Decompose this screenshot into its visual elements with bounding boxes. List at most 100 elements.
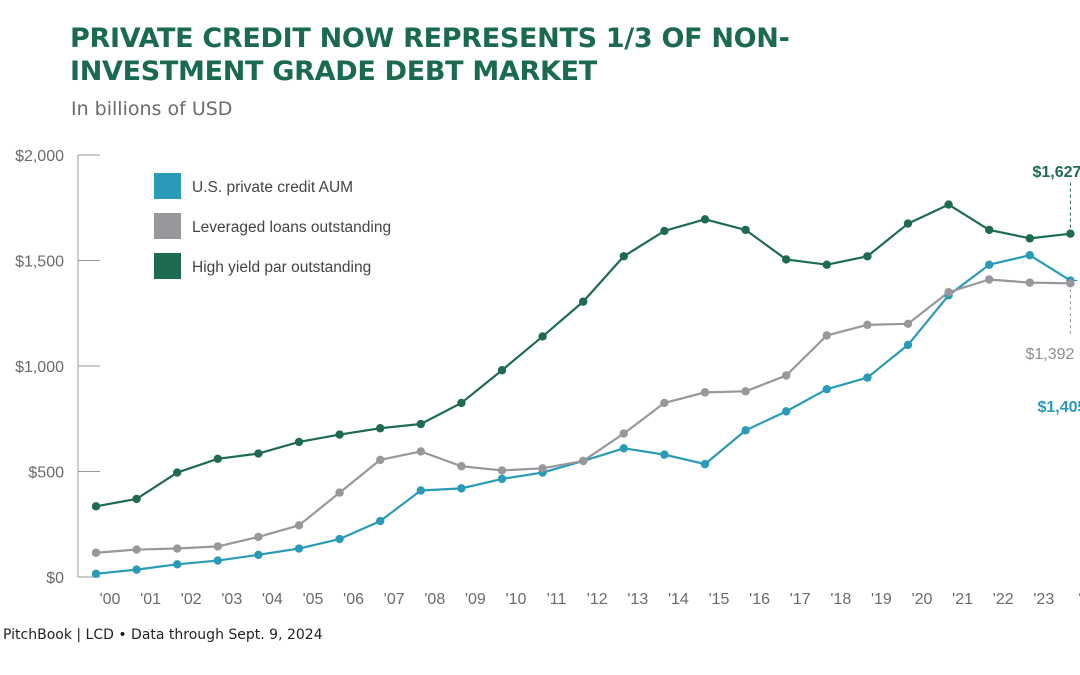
legend-label: Leveraged loans outstanding <box>192 219 391 236</box>
data-point-u-s-private-credit-aum <box>985 260 994 269</box>
data-point-leveraged-loans-outstanding <box>619 429 628 438</box>
data-point-leveraged-loans-outstanding <box>822 331 831 340</box>
data-point-high-yield-par-outstanding <box>376 424 385 433</box>
x-tick-label: '09 <box>465 591 486 608</box>
chart-data-points <box>91 200 1075 579</box>
x-tick-label: '10 <box>506 591 527 608</box>
data-point-u-s-private-credit-aum <box>660 450 669 459</box>
x-tick-label: '21 <box>952 591 973 608</box>
x-tick-label: '07 <box>384 591 405 608</box>
data-point-high-yield-par-outstanding <box>91 502 101 511</box>
data-point-leveraged-loans-outstanding <box>335 488 344 497</box>
data-point-high-yield-par-outstanding <box>294 437 304 447</box>
data-point-leveraged-loans-outstanding <box>944 287 953 297</box>
data-point-high-yield-par-outstanding <box>497 366 507 375</box>
data-point-leveraged-loans-outstanding <box>376 455 385 465</box>
data-point-leveraged-loans-outstanding <box>863 320 872 330</box>
x-tick-label: '2 <box>1078 591 1080 608</box>
data-point-leveraged-loans-outstanding <box>457 462 466 471</box>
data-point-leveraged-loans-outstanding <box>213 542 222 551</box>
x-tick-label: '02 <box>181 591 202 608</box>
x-tick-label: '17 <box>790 591 811 608</box>
data-point-leveraged-loans-outstanding <box>1066 279 1075 288</box>
data-point-high-yield-par-outstanding <box>538 332 547 341</box>
data-point-leveraged-loans-outstanding <box>579 456 588 466</box>
data-point-u-s-private-credit-aum <box>254 550 263 560</box>
data-point-u-s-private-credit-aum <box>619 444 628 453</box>
chart-subtitle: In billions of USD <box>71 98 233 120</box>
data-point-leveraged-loans-outstanding <box>416 447 425 456</box>
x-tick-label: '04 <box>262 591 283 608</box>
data-point-u-s-private-credit-aum <box>91 569 101 579</box>
data-point-high-yield-par-outstanding <box>173 468 182 477</box>
legend-swatch <box>154 253 181 279</box>
data-point-leveraged-loans-outstanding <box>538 464 547 473</box>
y-tick-label: $2,000 <box>15 148 64 165</box>
data-point-leveraged-loans-outstanding <box>985 275 994 284</box>
data-point-u-s-private-credit-aum <box>457 484 466 493</box>
x-tick-label: '00 <box>100 591 121 608</box>
data-point-high-yield-par-outstanding <box>213 454 222 464</box>
data-point-high-yield-par-outstanding <box>822 260 831 269</box>
data-point-u-s-private-credit-aum <box>863 373 872 382</box>
data-point-high-yield-par-outstanding <box>700 215 710 224</box>
data-point-u-s-private-credit-aum <box>1025 251 1035 260</box>
legend-swatch <box>154 213 181 239</box>
data-point-u-s-private-credit-aum <box>173 560 182 569</box>
data-point-u-s-private-credit-aum <box>416 486 425 495</box>
data-point-high-yield-par-outstanding <box>579 297 588 306</box>
legend-label: U.S. private credit AUM <box>192 179 353 196</box>
data-point-leveraged-loans-outstanding <box>1025 278 1035 287</box>
series-line-leveraged-loans-outstanding <box>95 278 1071 554</box>
data-point-leveraged-loans-outstanding <box>254 532 263 542</box>
end-label-high-yield: $1,627 <box>1032 164 1080 181</box>
x-tick-label: '08 <box>424 591 445 608</box>
data-point-leveraged-loans-outstanding <box>132 545 141 554</box>
y-tick-label: $1,500 <box>15 254 64 271</box>
data-point-u-s-private-credit-aum <box>132 565 141 574</box>
y-tick-label: $1,000 <box>15 359 64 376</box>
data-point-u-s-private-credit-aum <box>376 516 385 526</box>
data-point-leveraged-loans-outstanding <box>782 371 791 380</box>
data-point-high-yield-par-outstanding <box>132 494 141 504</box>
data-point-u-s-private-credit-aum <box>822 385 831 394</box>
x-tick-label: '20 <box>912 591 933 608</box>
data-point-high-yield-par-outstanding <box>457 398 466 408</box>
data-point-u-s-private-credit-aum <box>497 474 507 484</box>
x-tick-label: '19 <box>871 591 892 608</box>
data-point-high-yield-par-outstanding <box>944 200 953 209</box>
data-point-high-yield-par-outstanding <box>741 225 750 235</box>
data-point-high-yield-par-outstanding <box>782 255 791 264</box>
data-point-u-s-private-credit-aum <box>903 340 913 350</box>
x-tick-label: '23 <box>1033 591 1054 608</box>
data-point-high-yield-par-outstanding <box>254 449 263 458</box>
data-point-u-s-private-credit-aum <box>294 544 304 553</box>
x-tick-label: '01 <box>140 591 161 608</box>
chart-axes: $0 $500 $1,000 $1,500 $2,000 '00 '01 '02 '03 '04 '… <box>15 148 1080 608</box>
data-point-leveraged-loans-outstanding <box>497 466 507 475</box>
data-point-u-s-private-credit-aum <box>782 407 791 416</box>
x-tick-label: '13 <box>627 591 648 608</box>
x-tick-label: '06 <box>343 591 364 608</box>
data-point-leveraged-loans-outstanding <box>903 319 913 328</box>
end-label-private-credit: $1,405 <box>1037 399 1080 416</box>
data-point-leveraged-loans-outstanding <box>294 521 304 530</box>
data-point-u-s-private-credit-aum <box>741 426 750 435</box>
data-point-high-yield-par-outstanding <box>903 219 913 228</box>
x-tick-label: '22 <box>993 591 1014 608</box>
end-label-leveraged-loans: $1,392 <box>1025 346 1074 363</box>
data-point-leveraged-loans-outstanding <box>660 398 669 408</box>
data-point-high-yield-par-outstanding <box>863 252 872 261</box>
y-tick-label: $500 <box>28 465 64 482</box>
x-tick-label: '15 <box>709 591 730 608</box>
legend-swatch <box>154 173 181 199</box>
chart-legend: U.S. private credit AUM Leveraged loans o… <box>154 173 391 279</box>
data-point-leveraged-loans-outstanding <box>91 548 101 557</box>
y-tick-label: $0 <box>46 570 64 587</box>
x-tick-label: '03 <box>221 591 242 608</box>
legend-label: High yield par outstanding <box>192 259 371 276</box>
data-point-u-s-private-credit-aum <box>700 459 710 469</box>
data-point-leveraged-loans-outstanding <box>173 544 182 553</box>
chart-end-labels: $1,627 $1,392 $1,405 <box>1025 164 1080 416</box>
